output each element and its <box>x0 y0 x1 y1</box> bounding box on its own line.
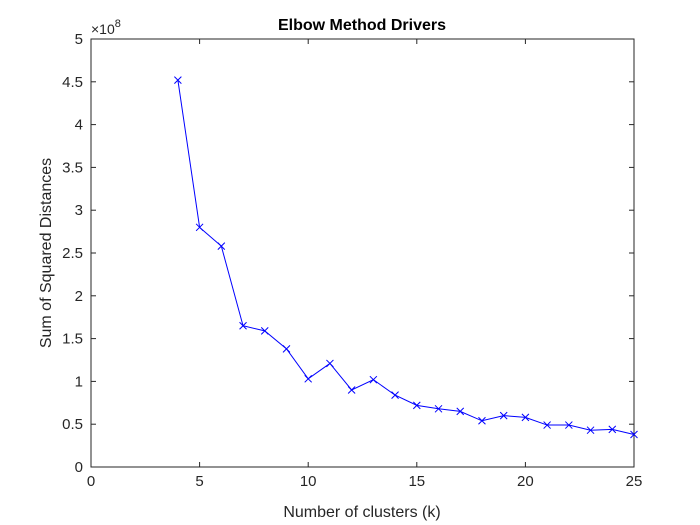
data-point-marker <box>174 76 182 84</box>
data-point-marker <box>347 386 356 394</box>
series-markers <box>174 76 638 439</box>
data-point-marker <box>195 223 204 232</box>
x-tick-label: 10 <box>300 473 317 490</box>
data-point-marker <box>478 416 486 425</box>
y-tick-label: 1 <box>75 373 83 390</box>
data-point-marker <box>260 327 269 335</box>
x-tick-label: 0 <box>87 473 95 490</box>
data-point-marker <box>282 345 291 353</box>
data-point-marker <box>586 426 595 435</box>
y-exponent-label: ×108 <box>91 18 121 37</box>
x-tick-label: 5 <box>195 473 203 490</box>
y-tick-label: 4 <box>75 117 83 134</box>
data-point-marker <box>434 404 443 413</box>
y-tick-label: 2.5 <box>62 245 83 262</box>
data-point-marker <box>239 321 247 330</box>
x-axis-label: Number of clusters (k) <box>283 504 440 521</box>
y-exponent-base: ×10 <box>91 21 115 37</box>
y-tick-label: 3 <box>75 202 83 219</box>
y-axis-label: Sum of Squared Distances <box>38 158 55 348</box>
data-point-marker <box>543 421 551 429</box>
chart-title: Elbow Method Drivers <box>278 17 446 34</box>
x-tick-label: 25 <box>626 473 643 490</box>
series-line <box>177 80 635 435</box>
data-point-marker <box>304 374 313 383</box>
y-tick-label: 0 <box>75 459 83 476</box>
plot-area <box>90 38 635 468</box>
data-point-marker <box>499 411 508 420</box>
data-point-marker <box>456 407 465 416</box>
y-tick-label: 3.5 <box>62 159 83 176</box>
y-tick-label: 2 <box>75 288 83 305</box>
data-point-marker <box>412 401 421 410</box>
data-point-marker <box>217 242 226 251</box>
data-point-marker <box>564 421 573 429</box>
data-point-marker <box>369 375 378 384</box>
tick-labels: 0 5 10 15 20 25 0 0.5 1 1.5 2 2.5 3 3.5 4 4.5 5 <box>62 31 642 490</box>
y-tick-label: 4.5 <box>62 74 83 91</box>
data-point-marker <box>391 391 399 399</box>
y-exponent-power: 8 <box>115 18 121 30</box>
x-tick-label: 15 <box>408 473 425 490</box>
data-point-marker <box>630 430 638 439</box>
data-point-marker <box>521 413 530 422</box>
data-point-marker <box>326 359 334 368</box>
axis-ticks <box>90 38 635 468</box>
y-tick-label: 5 <box>75 31 83 48</box>
y-tick-label: 0.5 <box>62 416 83 433</box>
x-tick-label: 20 <box>517 473 534 490</box>
data-point-marker <box>608 425 617 434</box>
y-tick-label: 1.5 <box>62 331 83 348</box>
